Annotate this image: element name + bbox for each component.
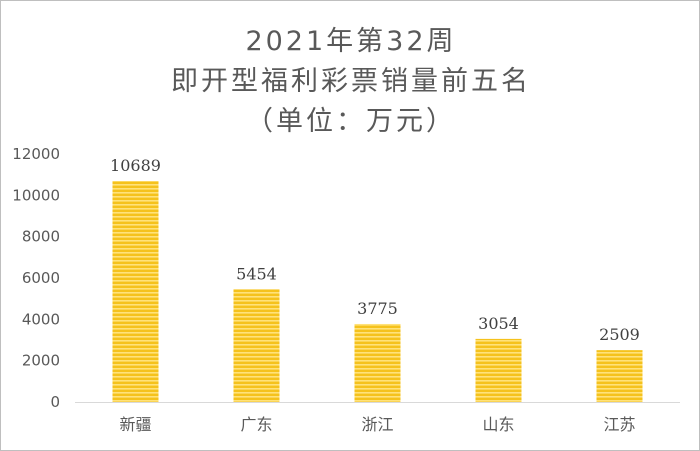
data-label: 5454	[236, 264, 277, 283]
x-tick-label: 江苏	[603, 415, 635, 434]
x-tick-label: 浙江	[361, 415, 393, 434]
y-tick-label: 2000	[22, 352, 60, 370]
bar	[233, 289, 280, 402]
y-tick-label: 12000	[12, 145, 60, 163]
x-axis: 新疆 广东 浙江 山东 江苏	[75, 402, 680, 434]
chart-title-line-2: 即开型福利彩票销量前五名	[171, 66, 531, 97]
bar	[596, 350, 643, 402]
y-tick-label: 6000	[22, 269, 60, 287]
x-tick-label: 山东	[482, 415, 514, 434]
chart-title-line-3: （单位：万元）	[246, 106, 456, 137]
y-tick-label: 4000	[22, 310, 60, 328]
bar	[475, 338, 522, 402]
y-tick-label: 10000	[12, 186, 60, 204]
bar	[112, 181, 159, 402]
data-label: 3775	[357, 299, 398, 318]
bar	[354, 323, 401, 402]
chart-title-line-1: 2021年第32周	[245, 26, 457, 57]
data-label: 2509	[599, 325, 640, 344]
bars: 10689 5454 3775 3054 2509	[110, 156, 643, 402]
x-tick-label: 广东	[240, 415, 272, 434]
data-label: 10689	[110, 156, 161, 175]
data-label: 3054	[478, 314, 519, 333]
y-tick-label: 0	[50, 393, 60, 411]
y-tick-label: 8000	[22, 228, 60, 246]
x-tick-label: 新疆	[119, 415, 151, 434]
y-axis: 0 2000 4000 6000 8000 10000 12000	[12, 145, 60, 411]
